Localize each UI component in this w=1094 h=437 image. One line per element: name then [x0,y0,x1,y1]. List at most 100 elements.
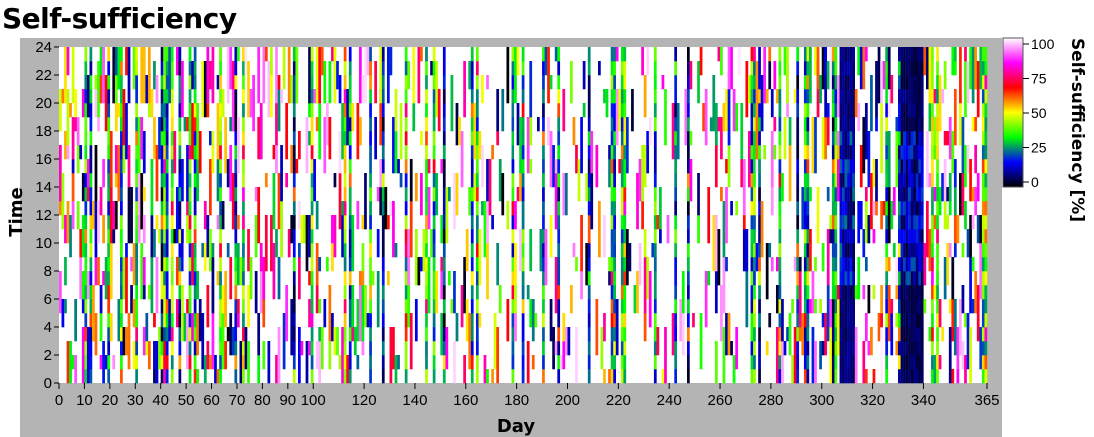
heatmap-cell [750,285,754,300]
heatmap-cell [686,201,690,216]
heatmap-cell [900,117,904,132]
heatmap-cell [903,187,906,202]
heatmap-cell [918,117,922,132]
heatmap-cell [849,75,853,90]
heatmap-cell [742,159,746,216]
heatmap-cell [236,327,240,342]
heatmap-cell [292,271,296,286]
heatmap-cell [697,215,700,244]
heatmap-cell [615,89,619,146]
heatmap-cell [653,131,657,146]
heatmap-cell [641,201,644,230]
heatmap-cell [160,75,164,90]
heatmap-cell [951,131,955,174]
heatmap-cell [920,327,924,342]
heatmap-cell [648,117,652,146]
heatmap-cell [292,89,296,104]
heatmap-cell [66,201,70,244]
heatmap-cell [620,285,624,300]
heatmap-cell [107,173,111,188]
heatmap-cell [903,257,906,272]
heatmap-cell [92,201,95,230]
colorbar-tick-label: 50 [1031,105,1047,121]
heatmap-cell [839,103,843,118]
heatmap-cell [864,187,868,202]
heatmap-cell [386,215,390,230]
heatmap-cell [686,187,690,202]
heatmap-cell [750,145,754,160]
heatmap-cell [542,271,545,286]
heatmap-cell [915,215,919,230]
heatmap-cell [768,313,772,328]
heatmap-cell [773,117,777,132]
heatmap-cell [81,327,85,384]
heatmap-cell [920,159,924,174]
heatmap-cell [168,47,172,104]
heatmap-cell [969,47,972,90]
heatmap-cell [135,159,139,174]
heatmap-cell [160,355,164,370]
heatmap-cell [310,243,314,258]
heatmap-cell [348,187,352,202]
heatmap-cell [913,299,917,314]
heatmap-cell [834,117,838,132]
heatmap-cell [613,341,616,356]
heatmap-cell [313,89,316,104]
heatmap-cell [931,299,934,314]
heatmap-cell [981,229,985,244]
heatmap-cell [397,159,400,174]
heatmap-cell [399,173,403,188]
heatmap-cell [981,75,985,90]
heatmap-cell [671,103,675,160]
heatmap-cell [127,47,131,90]
heatmap-cell [781,299,784,342]
heatmap-cell [580,271,583,300]
heatmap-cell [506,201,510,230]
heatmap-cell [89,201,93,216]
heatmap-cell [331,313,334,342]
heatmap-cell [468,187,472,216]
heatmap-cell [953,243,957,258]
heatmap-cell [918,327,922,342]
heatmap-cell [674,215,678,230]
heatmap-cell [803,243,807,258]
heatmap-cell [610,257,614,272]
heatmap-cell [173,229,177,244]
heatmap-cell [112,229,116,244]
heatmap-cell [920,131,924,146]
heatmap-cell [254,271,258,314]
heatmap-cell [254,215,258,258]
heatmap-cell [290,145,294,174]
heatmap-cell [603,89,606,104]
heatmap-cell [348,89,352,104]
heatmap-cell [381,173,385,188]
heatmap-cell [806,341,810,356]
heatmap-cell [470,103,474,118]
heatmap-cell [803,327,807,342]
heatmap-cell [931,131,934,146]
heatmap-cell [142,131,146,174]
heatmap-cell [905,61,909,76]
heatmap-cell [257,117,261,160]
heatmap-cell [778,75,782,90]
heatmap-cell [412,103,416,132]
heatmap-cell [404,313,408,328]
heatmap-cell [442,313,446,328]
heatmap-cell [310,215,314,230]
heatmap-cell [264,215,268,272]
heatmap-cell [900,257,904,272]
heatmap-cell [898,243,901,258]
x-tick-label: 200 [555,392,580,409]
heatmap-cell [829,327,833,384]
heatmap-cell [984,89,988,104]
heatmap-cell [831,341,835,356]
x-tick-label: 20 [102,392,119,409]
heatmap-cell [117,145,121,202]
heatmap-cell [796,159,800,174]
heatmap-cell [165,327,169,342]
heatmap-cell [852,369,855,384]
heatmap-cell [165,75,169,90]
heatmap-cell [135,117,139,132]
heatmap-cell [836,131,840,146]
heatmap-cell [900,145,904,160]
